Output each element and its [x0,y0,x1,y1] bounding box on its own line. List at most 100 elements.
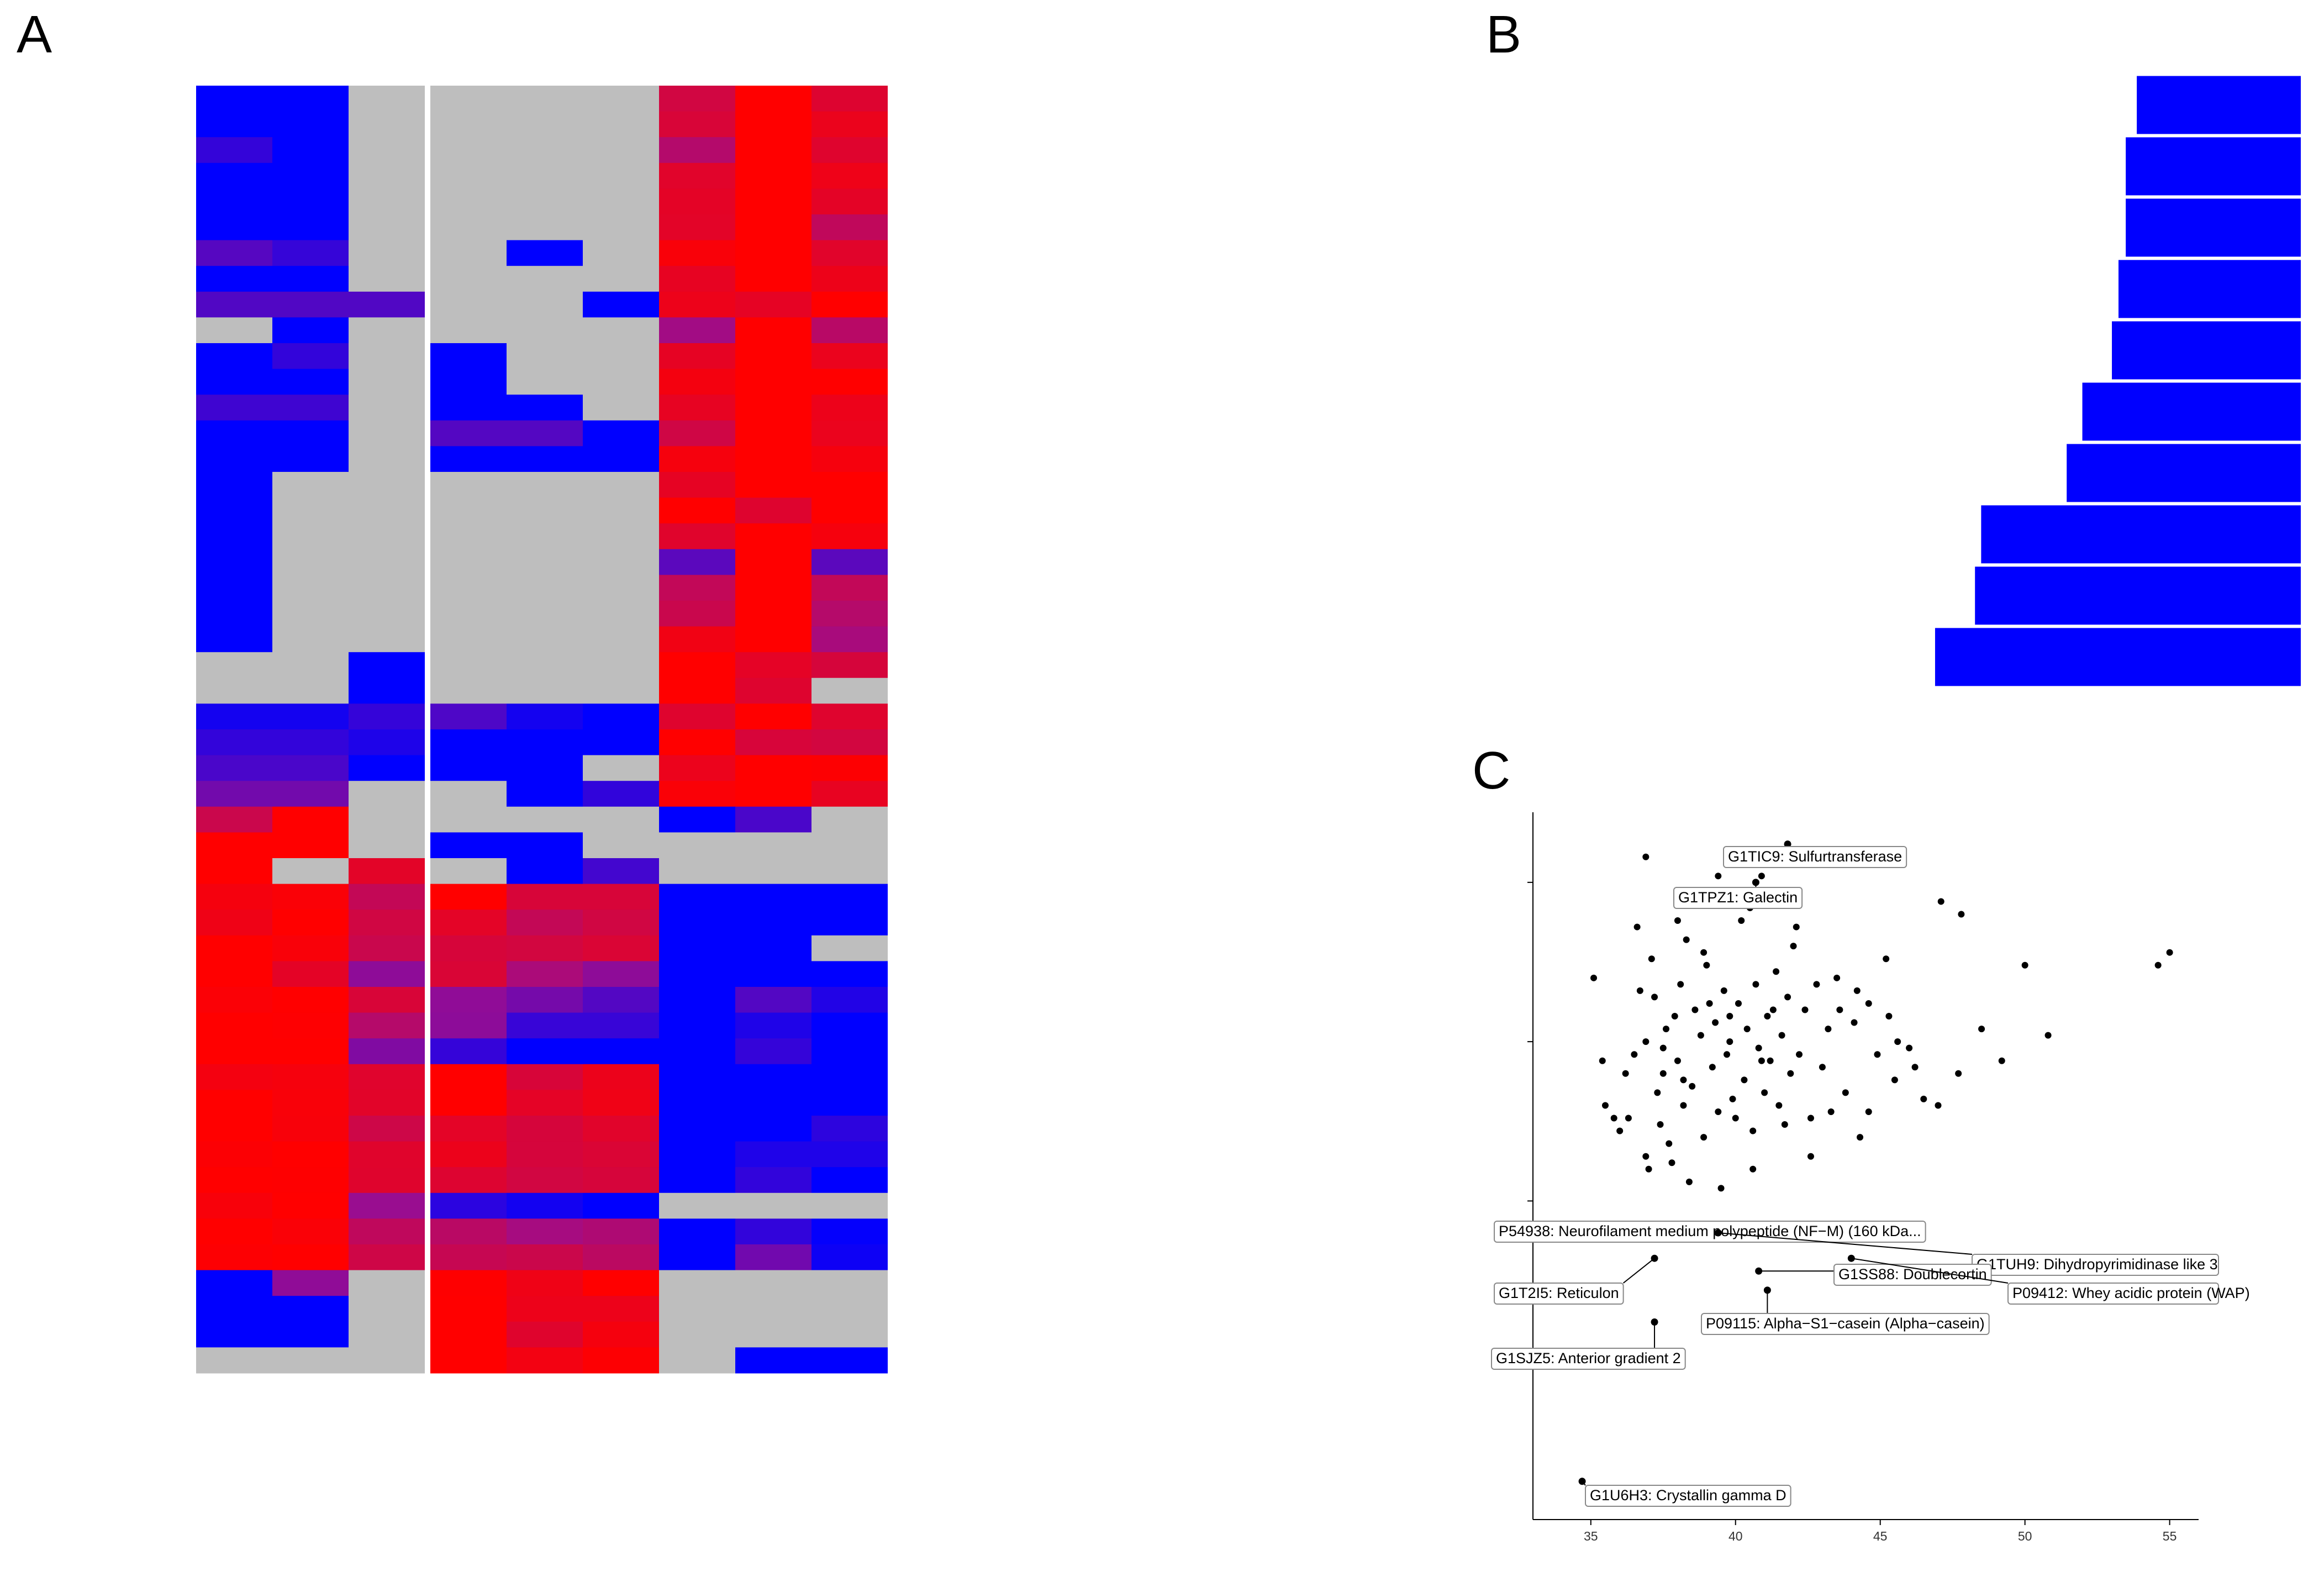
heatmap-cell [349,317,425,344]
heatmap-cell [583,806,659,833]
heatmap-cell [659,343,735,370]
scatter-point [1749,1165,1757,1173]
labeled-scatter-point [1752,879,1759,886]
heatmap-cell [811,1116,888,1142]
heatmap-cell [659,1064,735,1090]
heatmap-cell [430,523,507,550]
heatmap-cell [735,1141,811,1168]
go-bar [2067,444,2301,502]
heatmap-cell [659,1012,735,1039]
heatmap-cell [735,832,811,859]
scatter-point [1906,1044,1913,1052]
heatmap-cell [659,497,735,524]
scatter-point [1857,1134,1864,1141]
scatter-point [1726,1038,1733,1045]
heatmap-cell [349,523,425,550]
scatter-point [1833,974,1841,981]
heatmap-cell [507,961,583,987]
heatmap-cell [272,137,349,164]
heatmap-cell [430,1167,507,1194]
go-bar [2126,198,2301,257]
heatmap-cell [659,317,735,344]
heatmap-cell [272,677,349,704]
heatmap-cell [507,111,583,138]
point-label: G1TUH9: Dihydropyrimidinase like 3 [1972,1254,2219,1276]
scatter-point [1801,1006,1809,1013]
heatmap-cell [272,755,349,781]
heatmap-cell [507,575,583,601]
heatmap-cell [507,910,583,936]
heatmap-cell [196,1090,272,1116]
point-label-text: G1TPZ1: Galectin [1678,889,1798,906]
heatmap-cell [196,369,272,395]
heatmap-cell [735,214,811,241]
heatmap-cell [583,395,659,421]
heatmap-cell [196,291,272,318]
scatter-point [1775,1102,1783,1109]
heatmap-cell [196,523,272,550]
heatmap-cell [583,86,659,112]
scatter-point [1691,1006,1699,1013]
heatmap-cell [659,910,735,936]
scatter-point [1749,1127,1757,1134]
heatmap-cell [349,806,425,833]
heatmap-cell [811,652,888,679]
heatmap-cell [583,188,659,215]
heatmap-cell [349,832,425,859]
heatmap-cell [735,1038,811,1065]
heatmap-cell [272,935,349,961]
heatmap-cell [349,291,425,318]
heatmap-cell [735,1064,811,1090]
heatmap-cell [349,677,425,704]
heatmap-cell [811,575,888,601]
heatmap-cell [735,317,811,344]
scatter-point [1651,994,1658,1001]
heatmap-cell [349,1167,425,1194]
heatmap-cell [507,806,583,833]
go-bar [1975,566,2301,625]
heatmap-cell [507,1347,583,1374]
heatmap-cell [507,266,583,292]
heatmap-cell [272,317,349,344]
heatmap-cell [735,961,811,987]
heatmap-cell [196,266,272,292]
heatmap-cell [196,781,272,807]
heatmap-cell [196,497,272,524]
heatmap-cell [196,703,272,730]
heatmap-cell [430,549,507,575]
heatmap-cell [735,446,811,472]
scatter-point [1642,1038,1650,1045]
heatmap-cell [735,1347,811,1374]
heatmap-cell [659,523,735,550]
heatmap-cell [583,1218,659,1245]
point-label: G1TPZ1: Galectin [1673,887,1803,909]
scatter-point [1752,981,1759,988]
heatmap-cell [349,884,425,910]
scatter-point [1610,1115,1617,1122]
heatmap-cell [430,188,507,215]
labeled-scatter-point [1763,1286,1771,1294]
heatmap-cell [349,703,425,730]
point-label: P09115: Alpha−S1−casein (Alpha−casein) [1701,1313,1990,1335]
heatmap-cell [196,729,272,756]
heatmap-cell [507,317,583,344]
go-bar [2112,321,2301,380]
heatmap-cell [349,1141,425,1168]
x-tick-label: 35 [1584,1529,1598,1543]
heatmap-cell [735,1090,811,1116]
heatmap-cell [811,729,888,756]
heatmap-cell [659,935,735,961]
panel-letter-b: B [1486,5,1522,64]
heatmap-cell [272,961,349,987]
heatmap-cell [659,1116,735,1142]
heatmap-cell [507,781,583,807]
heatmap-cell [196,420,272,446]
scatter-point [1781,1121,1788,1128]
heatmap-cell [583,240,659,266]
scatter-point [1680,1076,1687,1084]
heatmap-cell [349,755,425,781]
scatter-point [1645,1165,1652,1173]
heatmap-cell [272,420,349,446]
heatmap-cell [507,446,583,472]
heatmap-cell [583,291,659,318]
